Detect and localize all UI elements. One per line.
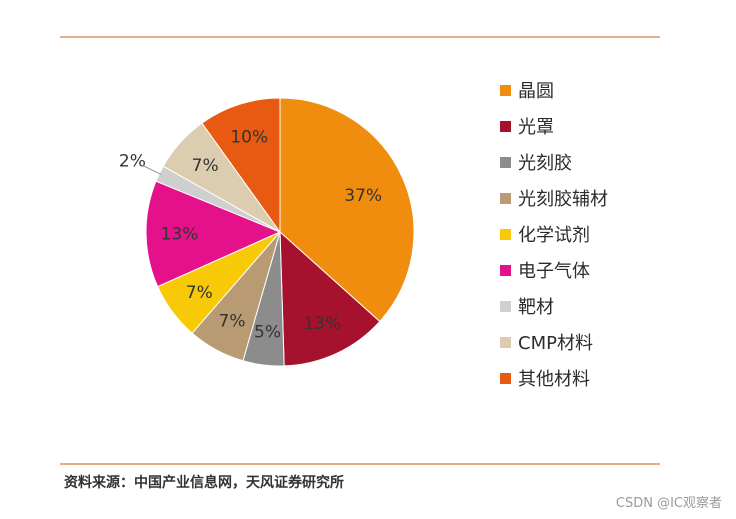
data-label-5: 7%	[186, 283, 213, 303]
legend-item-2: 光罩	[500, 108, 680, 144]
legend-swatch	[500, 264, 511, 276]
bottom-divider	[60, 463, 660, 465]
legend-label: 光罩	[518, 117, 554, 138]
legend-item-9: 其他材料	[500, 360, 680, 396]
legend-label: CMP材料	[518, 333, 593, 354]
data-label-4: 7%	[219, 311, 246, 331]
pie-slice-2	[279, 230, 381, 367]
legend-label: 电子气体	[518, 261, 590, 282]
legend-swatch	[500, 192, 511, 204]
legend-label: 光刻胶辅材	[518, 189, 608, 210]
legend-item-1: 晶圆	[500, 72, 680, 108]
legend-item-6: 电子气体	[500, 252, 680, 288]
legend-label: 光刻胶	[518, 153, 572, 174]
source-note: 资料来源：中国产业信息网，天风证券研究所	[64, 475, 344, 491]
legend-item-5: 化学试剂	[500, 216, 680, 252]
leader-line-7	[142, 165, 162, 175]
legend-swatch	[500, 228, 511, 240]
data-label-3: 5%	[254, 323, 281, 343]
watermark: CSDN @IC观察者	[615, 496, 722, 511]
data-label-7: 2%	[119, 152, 146, 172]
legend-item-8: CMP材料	[500, 324, 680, 360]
pie-slice-6	[145, 180, 282, 288]
legend-item-7: 靶材	[500, 288, 680, 324]
data-label-2: 13%	[303, 314, 341, 334]
legend-swatch	[500, 120, 511, 132]
legend-label: 晶圆	[518, 81, 554, 102]
legend-swatch	[500, 84, 511, 96]
legend-swatch	[500, 300, 511, 312]
legend-swatch	[500, 336, 511, 348]
top-divider	[60, 36, 660, 38]
legend-label: 其他材料	[518, 369, 590, 390]
data-label-8: 7%	[192, 156, 219, 176]
legend-swatch	[500, 156, 511, 168]
pie-slice-1	[279, 97, 415, 323]
legend-label: 化学试剂	[518, 225, 590, 246]
legend-label: 靶材	[518, 297, 554, 318]
pie-slice-9	[201, 97, 281, 234]
data-label-1: 37%	[344, 186, 382, 206]
data-label-6: 13%	[161, 225, 199, 245]
legend-swatch	[500, 372, 511, 384]
chart-legend: 晶圆光罩光刻胶光刻胶辅材化学试剂电子气体靶材 CMP材料其他材料	[500, 72, 680, 396]
legend-item-4: 光刻胶辅材	[500, 180, 680, 216]
legend-item-3: 光刻胶	[500, 144, 680, 180]
data-label-9: 10%	[230, 127, 268, 147]
